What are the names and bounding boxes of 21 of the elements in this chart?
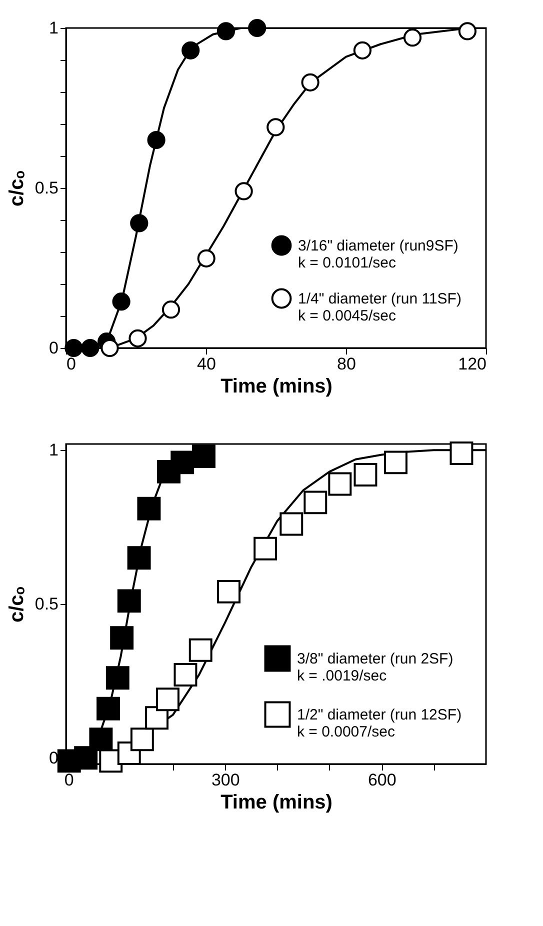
x-tick-label: 0 xyxy=(66,354,76,374)
x-axis-title: Time (mins) xyxy=(220,376,332,398)
x-tick-label: 80 xyxy=(337,354,356,374)
x-tick-label: 600 xyxy=(368,770,396,790)
legend-label: 3/8" diameter (run 2SF) k = .0019/sec xyxy=(297,650,454,684)
y-axis-title: c/cₒ xyxy=(6,170,28,207)
legend-label: 3/16" diameter (run9SF) k = 0.0101/sec xyxy=(298,238,458,272)
y-tick-label: 0 xyxy=(49,338,58,358)
x-tick-label: 120 xyxy=(458,354,486,374)
x-tick-label: 0 xyxy=(64,770,74,790)
y-tick-label: 0.5 xyxy=(34,178,58,198)
y-axis-title: c/cₒ xyxy=(6,586,28,623)
legend-label: 1/2" diameter (run 12SF) k = 0.0007/sec xyxy=(297,706,462,740)
y-tick-label: 1 xyxy=(49,440,58,460)
x-axis-title: Time (mins) xyxy=(220,792,332,814)
x-tick-label: 300 xyxy=(211,770,240,790)
y-tick-label: 0.5 xyxy=(34,594,58,614)
legend-label: 1/4" diameter (run 11SF) k = 0.0045/sec xyxy=(298,290,462,324)
x-tick-label: 40 xyxy=(197,354,216,374)
y-tick-label: 0 xyxy=(49,748,58,768)
y-tick-label: 1 xyxy=(49,18,58,38)
